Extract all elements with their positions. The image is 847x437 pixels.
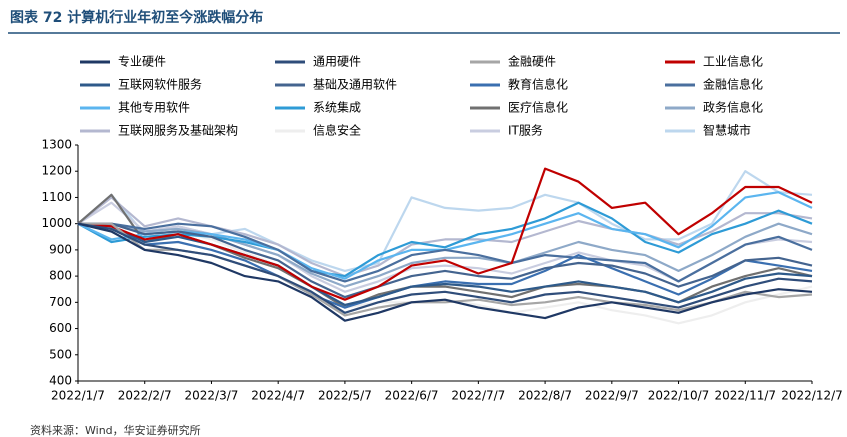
x-tick-label: 2022/11/7 (715, 389, 777, 403)
legend-label: 工业信息化 (703, 54, 763, 69)
legend-label: 政务信息化 (703, 100, 763, 115)
x-tick-label: 2022/1/7 (51, 389, 105, 403)
series-line (78, 222, 813, 283)
legend-label: 信息安全 (313, 123, 361, 138)
x-tick-label: 2022/8/7 (518, 389, 572, 403)
legend-label: 其他专用软件 (118, 100, 190, 115)
legend-label: 互联网软件服务 (118, 77, 202, 92)
legend-label: 通用硬件 (313, 55, 361, 69)
legend-label: 基础及通用软件 (313, 78, 397, 92)
legend-label: 系统集成 (313, 100, 361, 115)
x-tick-label: 2022/5/7 (318, 389, 372, 403)
x-tick-label: 2022/2/7 (118, 389, 172, 403)
y-tick-label: 1300 (41, 138, 72, 152)
legend-label: 互联网服务及基础架构 (118, 123, 238, 138)
y-tick-label: 600 (49, 321, 72, 335)
legend-label: 医疗信息化 (508, 100, 568, 115)
y-tick-label: 900 (49, 242, 72, 256)
y-tick-label: 400 (49, 374, 72, 388)
series-line (78, 222, 813, 299)
legend-label: 专业硬件 (118, 54, 166, 69)
series-line (77, 222, 813, 314)
legend-label: 金融硬件 (508, 54, 556, 69)
chart-title: 图表 72 计算机行业年初至今涨跌幅分布 (10, 9, 263, 26)
y-tick-label: 1100 (41, 190, 72, 204)
x-tick-label: 2022/9/7 (585, 389, 639, 403)
x-tick-label: 2022/7/7 (451, 389, 505, 403)
series-line (77, 222, 813, 322)
legend-label: 智慧城市 (703, 123, 751, 138)
y-tick-label: 800 (49, 269, 72, 283)
legend-label: 教育信息化 (508, 77, 568, 92)
x-tick-label: 2022/12/7 (781, 389, 843, 403)
series-line (77, 167, 813, 301)
y-tick-label: 1000 (41, 216, 72, 230)
legend-label: IT服务 (508, 123, 543, 138)
y-tick-label: 500 (49, 347, 72, 361)
source-note: 资料来源：Wind，华安证券研究所 (30, 423, 201, 437)
legend-label: 金融信息化 (703, 77, 763, 92)
x-tick-label: 2022/6/7 (385, 389, 439, 403)
x-tick-label: 2022/10/7 (648, 389, 710, 403)
x-tick-label: 2022/4/7 (251, 389, 305, 403)
y-tick-label: 1200 (41, 164, 72, 178)
y-tick-label: 700 (49, 295, 72, 309)
series-line (77, 222, 813, 309)
x-tick-label: 2022/3/7 (185, 389, 239, 403)
